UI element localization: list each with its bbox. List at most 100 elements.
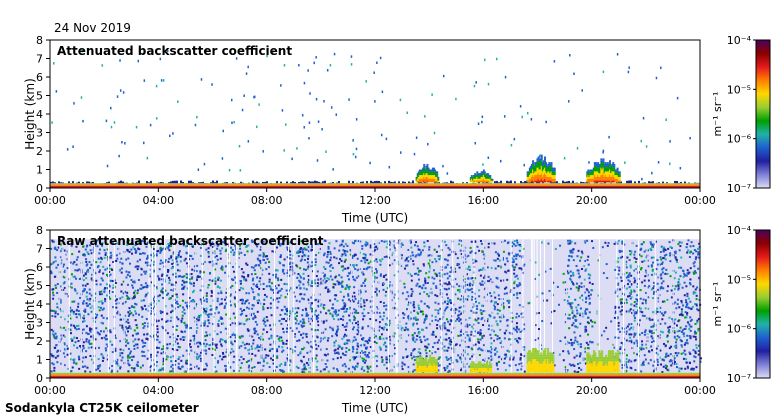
heatmap-cell xyxy=(630,360,633,363)
heatmap-cell xyxy=(381,358,384,361)
heatmap-cell xyxy=(148,182,150,184)
heatmap-cell xyxy=(513,268,516,271)
heatmap-cell xyxy=(240,355,243,358)
heatmap-cell xyxy=(535,173,538,176)
heatmap-cell xyxy=(518,184,520,186)
heatmap-cell xyxy=(362,256,365,259)
heatmap-cell xyxy=(350,55,353,58)
heatmap-cell xyxy=(597,173,600,176)
heatmap-cell xyxy=(124,184,126,186)
heatmap-cell xyxy=(340,183,342,185)
heatmap-cell xyxy=(660,185,662,188)
heatmap-cell xyxy=(269,348,272,351)
heatmap-cell xyxy=(434,180,437,183)
heatmap-cell xyxy=(390,183,392,185)
heatmap-cell xyxy=(638,184,640,186)
heatmap-cell xyxy=(404,259,407,262)
heatmap-cell xyxy=(532,171,535,174)
heatmap-cell xyxy=(65,344,68,347)
heatmap-cell xyxy=(333,294,336,297)
heatmap-cell xyxy=(435,171,438,174)
heatmap-cell xyxy=(145,245,148,248)
heatmap-cell xyxy=(417,176,420,179)
heatmap-cell xyxy=(600,183,602,185)
heatmap-cell xyxy=(423,245,426,248)
heatmap-cell xyxy=(182,288,185,291)
heatmap-cell xyxy=(618,185,620,188)
heatmap-cell xyxy=(316,183,318,185)
heatmap-cell xyxy=(478,185,480,188)
heatmap-cell xyxy=(426,185,428,188)
heatmap-cell xyxy=(328,183,330,185)
heatmap-cell xyxy=(486,185,488,188)
heatmap-cell xyxy=(437,312,440,315)
heatmap-cell xyxy=(427,142,429,146)
heatmap-cell xyxy=(118,154,120,158)
heatmap-cell xyxy=(160,352,163,355)
heatmap-cell xyxy=(64,183,66,185)
heatmap-cell xyxy=(634,184,636,186)
heatmap-cell xyxy=(363,344,366,347)
heatmap-cell xyxy=(632,184,634,186)
heatmap-cell xyxy=(674,184,676,186)
heatmap-cell xyxy=(285,308,288,311)
heatmap-cell xyxy=(205,362,208,365)
heatmap-cell xyxy=(152,334,155,337)
heatmap-cell xyxy=(51,333,54,336)
heatmap-cell xyxy=(601,180,604,183)
heatmap-cell xyxy=(542,184,544,186)
heatmap-cell xyxy=(674,257,677,260)
heatmap-cell xyxy=(375,271,378,274)
heatmap-cell xyxy=(674,256,677,259)
heatmap-cell xyxy=(363,361,366,364)
heatmap-cell xyxy=(598,176,601,179)
heatmap-cell xyxy=(579,361,582,364)
heatmap-cell xyxy=(315,347,318,350)
heatmap-cell xyxy=(424,176,427,179)
heatmap-cell xyxy=(487,175,490,177)
heatmap-cell xyxy=(96,245,99,248)
heatmap-cell xyxy=(334,184,336,186)
heatmap-cell xyxy=(479,178,482,181)
heatmap-cell xyxy=(496,303,499,306)
heatmap-cell xyxy=(437,347,440,350)
heatmap-cell xyxy=(580,282,583,285)
heatmap-cell xyxy=(102,185,104,188)
heatmap-cell xyxy=(638,306,641,309)
heatmap-cell xyxy=(506,184,508,186)
heatmap-cell xyxy=(471,178,474,181)
heatmap-cell xyxy=(635,258,638,261)
heatmap-cell xyxy=(384,183,386,185)
heatmap-cell xyxy=(378,183,380,185)
heatmap-cell xyxy=(618,180,621,183)
heatmap-cell xyxy=(433,277,436,280)
heatmap-cell xyxy=(695,298,698,301)
heatmap-cell xyxy=(510,180,512,184)
heatmap-cell xyxy=(55,337,58,340)
heatmap-cell xyxy=(479,268,482,271)
heatmap-cell xyxy=(594,167,597,170)
heatmap-cell xyxy=(364,183,366,185)
heatmap-cell xyxy=(535,163,538,166)
heatmap-cell xyxy=(477,340,480,343)
heatmap-cell xyxy=(607,175,610,177)
heatmap-cell xyxy=(364,290,367,293)
heatmap-cell xyxy=(369,244,372,247)
heatmap-cell xyxy=(114,349,117,352)
heatmap-cell xyxy=(336,185,338,188)
heatmap-cell xyxy=(280,278,283,281)
heatmap-cell xyxy=(680,256,683,259)
heatmap-cell xyxy=(415,180,418,183)
heatmap-cell xyxy=(605,173,608,176)
heatmap-cell xyxy=(494,183,496,185)
heatmap-cell xyxy=(428,180,431,183)
heatmap-cell xyxy=(222,183,224,185)
heatmap-cell xyxy=(589,173,592,176)
heatmap-cell xyxy=(617,321,620,324)
heatmap-cell xyxy=(364,253,367,256)
heatmap-cell xyxy=(238,184,240,186)
heatmap-cell xyxy=(156,328,159,331)
heatmap-cell xyxy=(278,319,281,322)
heatmap-cell xyxy=(90,185,92,188)
heatmap-cell xyxy=(180,180,182,184)
